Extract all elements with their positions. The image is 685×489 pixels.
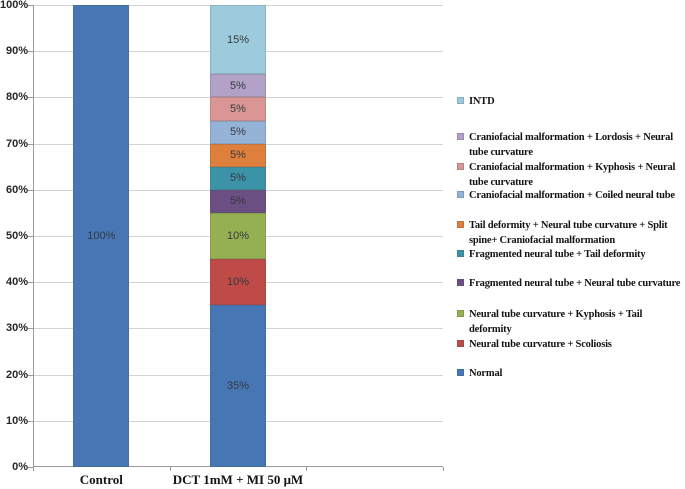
y-axis-tick-label: 40% [5, 276, 28, 289]
legend-swatch [457, 310, 464, 317]
bar-segment [73, 5, 130, 467]
legend-swatch [457, 133, 464, 140]
plot-area: 100% 35% 10% 10% 5% 5% 5% 5% 5% 5% 15% [27, 5, 444, 471]
y-axis-tick [27, 328, 33, 330]
bar-segment [210, 305, 266, 467]
bar-segment [210, 166, 266, 190]
data-label: 5% [230, 195, 246, 208]
x-axis-tick [169, 467, 171, 471]
legend-item: Normal [457, 366, 502, 381]
y-axis-tick-label: 50% [5, 230, 28, 242]
y-axis-tick [27, 51, 33, 53]
y-axis-tick-label: 90% [5, 45, 28, 58]
legend-label: Neural tube curvature + Kyphosis + Tail … [469, 309, 643, 335]
bar-segment [210, 5, 266, 75]
data-label: 5% [230, 149, 246, 162]
data-label: 5% [230, 102, 246, 115]
legend-item: Craniofacial malformation + Kyphosis + N… [457, 160, 685, 190]
legend-item: Fragmented neural tube + Neural tube cur… [457, 276, 680, 291]
bar-segment [210, 212, 266, 260]
legend-swatch [457, 279, 464, 286]
legend-label: Neural tube curvature + Scoliosis [469, 339, 612, 350]
legend-label: Tail deformity + Neural tube curvature +… [469, 220, 668, 246]
data-label: 10% [226, 230, 250, 242]
chart-legend: INTD Craniofacial malformation + Lordosis… [457, 0, 685, 489]
data-label: 10% [226, 276, 250, 289]
legend-item: Craniofacial malformation + Coiled neura… [457, 188, 675, 203]
y-axis-tick [27, 467, 33, 468]
bar-segment [210, 74, 266, 98]
y-axis-tick [27, 374, 33, 376]
y-axis-tick [27, 420, 33, 422]
bar-control: 100% [73, 5, 130, 467]
legend-item: Tail deformity + Neural tube curvature +… [457, 218, 685, 248]
x-axis-tick [33, 467, 34, 471]
y-axis-tick-label: 20% [5, 368, 28, 381]
y-axis-tick-label: 10% [5, 414, 28, 427]
data-label: 100% [87, 230, 116, 242]
bar-segment [210, 120, 266, 144]
legend-label: Craniofacial malformation + Lordosis + N… [469, 132, 673, 158]
bar-treatment: 35% 10% 10% 5% 5% 5% 5% 5% 5% 15% [210, 5, 266, 467]
legend-swatch [457, 191, 464, 198]
legend-item: Craniofacial malformation + Lordosis + N… [457, 130, 685, 160]
legend-swatch [457, 221, 464, 228]
y-axis-tick [27, 282, 33, 284]
x-axis-category-label: Control [79, 472, 123, 487]
data-label: 5% [230, 79, 246, 92]
legend-item: Neural tube curvature + Kyphosis + Tail … [457, 307, 685, 337]
legend-item: Fragmented neural tube + Tail deformity [457, 247, 646, 262]
legend-label: Fragmented neural tube + Neural tube cur… [469, 278, 681, 289]
legend-item: Neural tube curvature + Scoliosis [457, 337, 612, 352]
y-axis-tick-label: 80% [5, 91, 28, 104]
legend-swatch [457, 163, 464, 170]
legend-swatch [457, 97, 464, 104]
x-axis-tick [443, 467, 444, 471]
y-axis-tick-label: 100% [0, 0, 29, 11]
y-axis-tick-label: 0% [12, 461, 28, 473]
data-label: 15% [226, 33, 250, 46]
y-axis-tick [27, 236, 33, 237]
y-axis-tick [27, 97, 33, 99]
legend-label: Fragmented neural tube + Tail deformity [469, 249, 646, 260]
data-label: 5% [230, 172, 246, 185]
y-axis-tick [27, 5, 33, 6]
y-axis-tick-label: 70% [5, 137, 28, 150]
legend-item: INTD [457, 94, 495, 109]
y-axis-tick-label: 30% [5, 322, 28, 335]
legend-swatch [457, 250, 464, 257]
x-axis-tick [306, 467, 308, 471]
legend-label: Craniofacial malformation + Coiled neura… [469, 190, 675, 201]
bar-segment [210, 143, 266, 167]
legend-label: INTD [469, 96, 495, 107]
y-axis-tick [27, 189, 33, 191]
y-axis-line [33, 5, 34, 467]
data-label: 5% [230, 126, 246, 139]
bar-segment [210, 259, 266, 306]
y-axis-tick-label: 60% [5, 183, 28, 196]
y-axis-tick [27, 143, 33, 145]
legend-swatch [457, 369, 464, 376]
legend-swatch [457, 340, 464, 347]
x-axis-category-label: DCT 1mM + MI 50 μM [172, 472, 304, 487]
bar-segment [210, 189, 266, 213]
legend-label: Craniofacial malformation + Kyphosis + N… [469, 162, 676, 188]
bar-segment [210, 97, 266, 121]
data-label: 35% [226, 380, 250, 393]
legend-label: Normal [469, 368, 503, 379]
